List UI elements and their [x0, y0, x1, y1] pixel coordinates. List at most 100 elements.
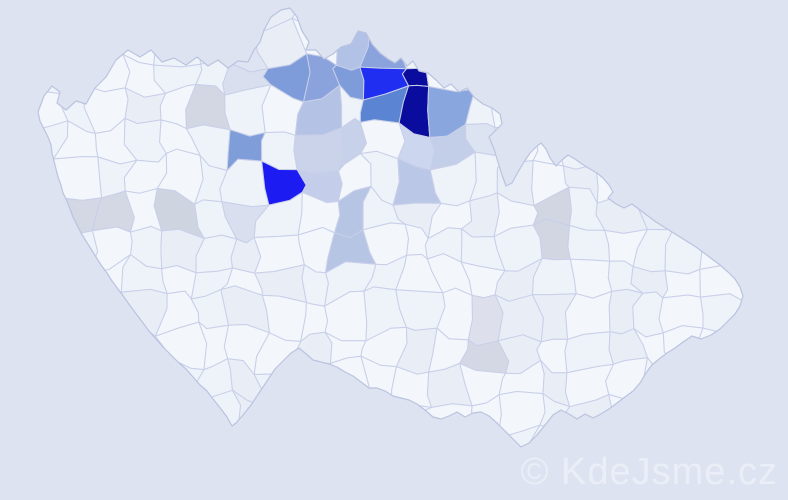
district-cell [425, 55, 476, 93]
district-cell [770, 0, 788, 35]
district-cell [198, 466, 241, 500]
district-cell [38, 405, 66, 441]
district-cell [391, 403, 432, 426]
district-cell [663, 193, 704, 226]
district-cell [156, 404, 207, 434]
district-cell [334, 8, 370, 31]
district-cell [595, 161, 638, 204]
district-cell [133, 399, 168, 441]
watermark: © KdeJsme.cz [520, 451, 778, 493]
district-cell [602, 8, 645, 35]
district-cell [739, 255, 743, 304]
district-cell [729, 226, 743, 264]
district-cell [604, 394, 643, 444]
district-cell [256, 472, 299, 500]
district-cell [121, 352, 166, 409]
district-cell [628, 62, 666, 104]
district-cell [467, 55, 500, 99]
district-cell [494, 57, 543, 97]
district-cell [528, 15, 569, 68]
district-cell [38, 301, 68, 333]
district-cell [595, 195, 648, 234]
district-cell [234, 432, 267, 447]
district-cell [628, 152, 672, 201]
district-cell [38, 433, 72, 447]
district-cell [355, 405, 406, 433]
district-cell [603, 57, 639, 95]
district-cell [526, 62, 570, 97]
district-cell [99, 328, 131, 364]
district-cell [89, 427, 138, 447]
district-cell [119, 8, 167, 27]
district-cell [80, 8, 136, 30]
district-cell [769, 194, 788, 235]
district-cell [491, 85, 539, 130]
district-cell [774, 126, 788, 170]
district-cell [569, 258, 613, 299]
district-cell [494, 127, 539, 163]
district-cell [51, 362, 106, 411]
district-cell [86, 464, 133, 500]
district-cell [664, 219, 704, 275]
district-cell [728, 195, 743, 232]
district-cell [641, 357, 674, 411]
district-cell [461, 8, 500, 35]
district-cell [289, 362, 336, 403]
district-cell [38, 196, 69, 227]
district-cell [200, 427, 240, 447]
district-cell [362, 468, 396, 500]
district-cell [393, 419, 441, 447]
district-cell [608, 29, 644, 69]
district-cell [730, 332, 743, 374]
district-cell [324, 425, 371, 447]
district-cell [493, 15, 543, 68]
district-cell [733, 8, 743, 35]
district-cell [567, 225, 611, 262]
district-cell [532, 128, 564, 167]
district-cell [662, 325, 704, 368]
district-cell [97, 395, 138, 441]
district-cell [391, 8, 439, 26]
district-cell [27, 461, 66, 500]
district-cell [467, 294, 504, 347]
district-cell [58, 66, 93, 95]
district-cell [130, 459, 170, 500]
district-cell [84, 54, 131, 93]
district-cell [465, 438, 512, 447]
district-cell [707, 27, 743, 70]
district-cell [184, 8, 233, 32]
district-cell [38, 50, 66, 95]
district-cell [51, 402, 104, 439]
district-cell [735, 17, 743, 64]
district-cell [699, 216, 741, 270]
district-cell [64, 427, 104, 447]
district-cell [745, 295, 778, 336]
district-cell [325, 470, 371, 500]
district-cell [289, 425, 332, 447]
district-cell [703, 132, 741, 169]
district-cell [52, 156, 103, 201]
district-cell [466, 464, 511, 500]
district-cell [52, 8, 87, 36]
district-cell [163, 8, 189, 32]
district-cell [97, 361, 135, 404]
district-cell [635, 391, 670, 443]
district-cell [38, 356, 59, 411]
district-cell [772, 330, 788, 372]
district-cell [296, 472, 336, 500]
district-cell [132, 423, 170, 447]
district-cell [38, 28, 60, 69]
district-cell [669, 136, 712, 169]
district-cell [776, 391, 788, 441]
district-cell [768, 231, 788, 262]
district-cell [239, 472, 271, 500]
district-cell [38, 322, 55, 372]
district-cell [255, 426, 297, 447]
district-cell [64, 253, 103, 304]
district-cell [696, 359, 743, 400]
district-cell [48, 327, 108, 372]
district-cell [634, 29, 672, 69]
district-cell [662, 268, 701, 299]
